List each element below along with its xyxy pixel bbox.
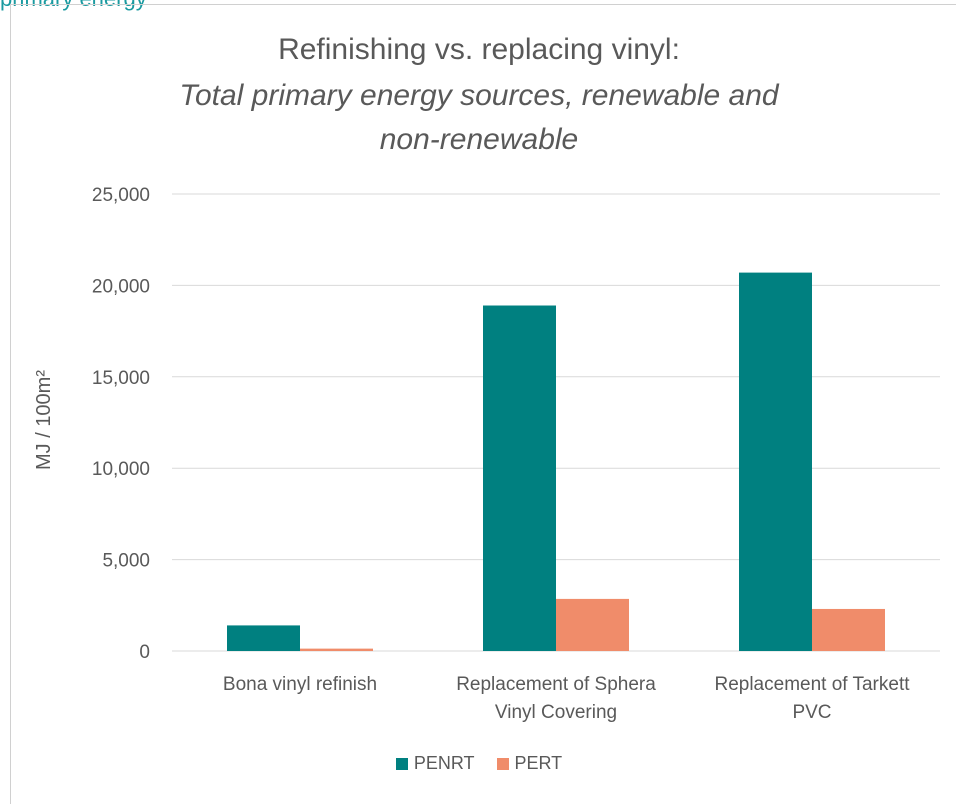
legend-label-pert: PERT: [514, 753, 563, 773]
y-tick-labels: 0 5,000 10,000 15,000 20,000 25,000: [92, 185, 150, 663]
legend-item-penrt: PENRT: [395, 753, 475, 774]
y-tick-label: 0: [139, 642, 150, 663]
bar-pert: [812, 608, 885, 651]
x-tick-label: PVC: [792, 702, 831, 723]
x-tick-label: Replacement of Sphera: [456, 674, 656, 695]
x-tick-label: Replacement of Tarkett: [714, 674, 910, 695]
x-tick-label: Vinyl Covering: [495, 702, 617, 723]
legend: PENRT PERT: [0, 753, 958, 774]
bar-penrt: [483, 305, 556, 651]
chart-subtitle-line2: non-renewable: [379, 123, 579, 156]
legend-swatch-penrt: [395, 757, 408, 770]
bar-penrt: [739, 272, 812, 651]
legend-item-pert: PERT: [496, 753, 563, 774]
y-tick-label: 20,000: [92, 276, 150, 297]
chart-frame: [10, 4, 956, 804]
y-axis-label: MJ / 100m²: [33, 370, 55, 470]
bar-chart: 0 5,000 10,000 15,000 20,000 25,000 Bona viny…: [33, 185, 940, 723]
y-tick-label: 5,000: [102, 551, 150, 572]
bar-pert: [300, 648, 373, 651]
bars: [227, 272, 885, 651]
bar-pert: [556, 598, 629, 651]
legend-swatch-pert: [496, 757, 509, 770]
legend-label-penrt: PENRT: [413, 753, 475, 773]
bar-penrt: [227, 625, 300, 651]
chart-subtitle-line1: Total primary energy sources, renewable …: [179, 79, 779, 112]
y-tick-label: 25,000: [92, 185, 150, 206]
y-tick-label: 15,000: [92, 368, 150, 389]
y-tick-label: 10,000: [92, 459, 150, 480]
x-tick-labels: Bona vinyl refinish Replacement of Sphera…: [223, 674, 910, 723]
header-fragment: primary energy: [0, 0, 147, 12]
x-tick-label: Bona vinyl refinish: [223, 674, 377, 695]
chart-title: Refinishing vs. replacing vinyl:: [278, 33, 680, 66]
